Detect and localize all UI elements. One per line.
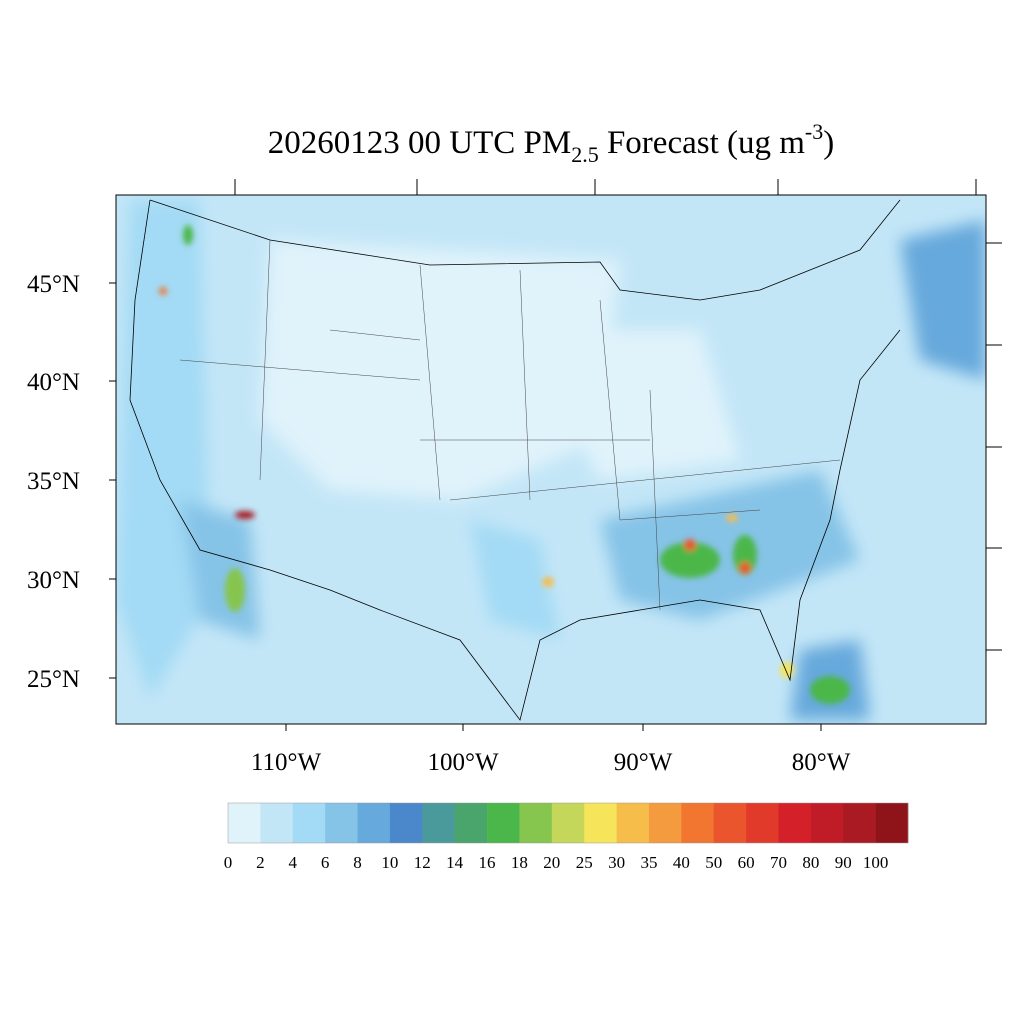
lat-label: 30°N — [27, 567, 80, 594]
lon-label: 90°W — [614, 749, 673, 776]
colorbar-box — [228, 803, 261, 843]
colorbar-label: 50 — [705, 853, 722, 872]
colorbar-label: 10 — [381, 853, 398, 872]
colorbar-frame — [227, 802, 909, 844]
colorbar-box — [454, 803, 488, 843]
colorbar-label: 4 — [289, 853, 298, 872]
colorbar-box — [551, 803, 585, 843]
colorbar-box — [648, 803, 682, 843]
colorbar-label: 14 — [446, 853, 464, 872]
colorbar-box — [875, 803, 909, 843]
colorbar-label: 8 — [353, 853, 362, 872]
colorbar-label: 16 — [479, 853, 496, 872]
map-axes: 45°N 40°N 35°N 30°N 25°N 110°W 100°W 90°W 80°W — [27, 179, 1002, 776]
colorbar-box — [681, 803, 715, 843]
colorbar-box — [422, 803, 455, 843]
colorbar-label: 70 — [770, 853, 787, 872]
title-rest: Forecast (ug m — [599, 125, 806, 161]
colorbar-label: 25 — [576, 853, 593, 872]
colorbar-box — [713, 803, 747, 843]
colorbar-box — [260, 803, 294, 843]
colorbar-label: 2 — [256, 853, 265, 872]
lat-label: 25°N — [27, 666, 80, 693]
colorbar-label: 6 — [321, 853, 330, 872]
colorbar-label: 40 — [673, 853, 690, 872]
colorbar-label: 12 — [414, 853, 431, 872]
lat-label: 40°N — [27, 369, 80, 396]
colorbar-box — [843, 803, 876, 843]
colorbar-box — [584, 803, 617, 843]
map-field — [116, 195, 986, 724]
colorbar-box — [519, 803, 553, 843]
colorbar-label: 35 — [640, 853, 657, 872]
colorbar-label: 90 — [835, 853, 852, 872]
lon-label: 100°W — [427, 749, 498, 776]
colorbar-label: 30 — [608, 853, 625, 872]
colorbar-box — [389, 803, 423, 843]
colorbar-box — [292, 803, 326, 843]
colorbar-box — [810, 803, 844, 843]
colorbar-box — [487, 803, 520, 843]
colorbar-label: 60 — [738, 853, 755, 872]
colorbar-box — [746, 803, 779, 843]
colorbar-label: 18 — [511, 853, 528, 872]
lon-label: 80°W — [792, 749, 851, 776]
lat-label: 35°N — [27, 468, 80, 495]
colorbar-box — [778, 803, 812, 843]
lon-label: 110°W — [251, 749, 322, 776]
colorbar-label: 20 — [543, 853, 560, 872]
colorbar-label: 80 — [802, 853, 819, 872]
title-main: 20260123 00 UTC PM — [268, 125, 571, 161]
title-superscript: -3 — [805, 119, 823, 144]
lat-label: 45°N — [27, 271, 80, 298]
title: 20260123 00 UTC PM2.5 Forecast (ug m-3) — [268, 119, 834, 167]
colorbar-box — [325, 803, 358, 843]
colorbar-label: 0 — [224, 853, 233, 872]
colorbar-label: 100 — [863, 853, 889, 872]
colorbar-box — [616, 803, 650, 843]
title-subscript: 2.5 — [571, 142, 599, 167]
map-frame — [115, 194, 987, 725]
title-end: ) — [823, 125, 834, 161]
colorbar-box — [357, 803, 391, 843]
colorbar: 0 2 4 6 8 10 12 14 16 18 20 25 30 35 40 50 60 70 80 90 100 — [224, 802, 909, 872]
